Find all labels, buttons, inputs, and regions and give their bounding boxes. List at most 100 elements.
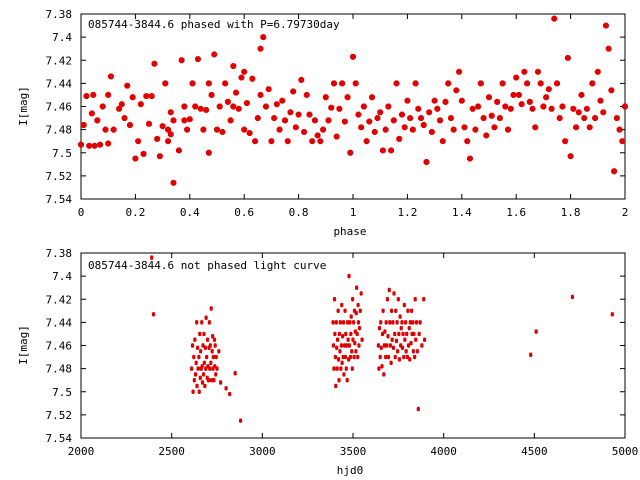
unphased-y-tick-label: 7.46 — [46, 340, 73, 353]
unphased-data-point — [402, 302, 406, 308]
phased-data-point — [233, 89, 239, 96]
phased-data-point — [529, 105, 536, 112]
unphased-data-point — [198, 331, 202, 337]
phased-data-point — [382, 126, 389, 133]
phased-data-point — [83, 93, 90, 100]
unphased-y-tick-label: 7.38 — [46, 247, 73, 260]
phased-data-point — [445, 80, 452, 87]
phased-data-point — [477, 80, 484, 87]
phased-data-point — [437, 117, 443, 124]
phased-data-point — [496, 115, 503, 122]
unphased-data-point — [394, 308, 398, 314]
phased-data-point — [567, 153, 574, 160]
phased-data-point — [203, 107, 210, 113]
phased-x-tick-label: 1 — [350, 206, 357, 219]
unphased-data-point — [213, 343, 217, 348]
phased-data-point — [461, 124, 468, 131]
phased-data-point — [276, 126, 283, 133]
unphased-data-point — [193, 337, 197, 342]
phased-data-point — [344, 94, 351, 101]
phased-data-point — [124, 82, 131, 89]
unphased-data-point — [390, 337, 394, 342]
unphased-data-point — [355, 331, 359, 337]
unphased-data-point — [390, 308, 394, 314]
unphased-data-point — [385, 297, 390, 302]
phased-data-point — [554, 80, 560, 87]
phased-data-point — [573, 124, 579, 131]
unphased-data-point — [192, 354, 196, 360]
unphased-data-point — [190, 343, 195, 348]
phased-data-point — [450, 126, 457, 133]
phased-y-tick-label: 7.4 — [52, 31, 72, 44]
phased-data-point — [216, 103, 223, 110]
phased-data-point — [412, 80, 419, 87]
unphased-data-point — [194, 372, 198, 377]
phased-y-tick-label: 7.38 — [46, 8, 73, 21]
unphased-data-point — [331, 343, 336, 348]
phased-y-tick-label: 7.52 — [46, 170, 73, 183]
phased-data-point — [243, 100, 250, 106]
unphased-title: 085744-3844.6 not phased light curve — [88, 259, 326, 272]
phased-data-point — [575, 109, 582, 116]
phased-data-point — [363, 138, 370, 145]
phased-data-point — [127, 122, 133, 128]
unphased-data-point — [351, 337, 355, 342]
unphased-data-point — [196, 345, 200, 351]
unphased-data-point — [194, 360, 198, 366]
phased-data-point — [616, 126, 623, 133]
unphased-data-point — [337, 331, 341, 337]
phased-x-tick-label: 0.2 — [125, 206, 145, 219]
phased-data-point — [559, 103, 566, 110]
phased-data-point — [426, 109, 433, 116]
phased-data-point — [175, 147, 182, 154]
phased-data-point — [586, 124, 593, 131]
unphased-data-point — [391, 320, 395, 325]
phased-data-point — [556, 115, 563, 122]
unphased-data-point — [199, 349, 203, 354]
phased-data-point — [472, 126, 479, 133]
phased-data-point — [480, 115, 487, 122]
unphased-data-point — [211, 334, 215, 339]
unphased-data-point — [224, 386, 228, 391]
phased-data-point — [241, 68, 248, 75]
phased-data-point — [407, 115, 414, 122]
unphased-data-point — [409, 308, 414, 314]
unphased-data-point — [404, 349, 408, 354]
phased-data-point — [581, 115, 588, 122]
phased-data-point — [230, 63, 237, 69]
phased-data-point — [205, 149, 212, 156]
phased-data-point — [374, 115, 381, 122]
phased-data-point — [257, 91, 264, 98]
phased-data-point — [197, 105, 204, 112]
unphased-data-point — [334, 383, 338, 389]
phased-x-axis-title: phase — [333, 225, 366, 238]
unphased-data-point — [208, 343, 212, 348]
phased-data-point — [401, 124, 408, 131]
phased-data-point — [241, 126, 248, 133]
phased-data-point — [597, 97, 604, 104]
phased-data-point — [499, 80, 506, 87]
phased-ticks: 0 0.2 0.4 0.6 0.8 1 1.2 1.4 1.6 1.8 2 7.38 7.4 7.42 7.… — [46, 8, 629, 219]
unphased-data-point — [209, 306, 213, 311]
phased-data-point — [129, 94, 136, 101]
phased-data-point — [224, 98, 231, 105]
phased-data-point — [205, 80, 212, 87]
unphased-data-point — [342, 372, 346, 377]
phased-data-point — [211, 51, 218, 58]
phased-data-point — [132, 155, 139, 162]
phased-data-point — [156, 153, 163, 160]
phased-data-point — [325, 117, 332, 124]
phased-data-point — [608, 87, 615, 94]
phased-data-point — [86, 142, 93, 149]
phased-data-point — [254, 115, 261, 122]
phased-data-point — [399, 111, 405, 118]
unphased-data-point — [197, 389, 201, 394]
phased-data-point — [331, 80, 337, 87]
unphased-x-axis-title: hjd0 — [337, 464, 364, 477]
unphased-data-point — [201, 372, 206, 377]
phased-data-point — [415, 105, 422, 112]
phased-data-point — [545, 86, 552, 93]
phased-data-point — [88, 110, 95, 117]
unphased-data-point — [345, 343, 349, 348]
phased-data-point — [186, 116, 193, 123]
